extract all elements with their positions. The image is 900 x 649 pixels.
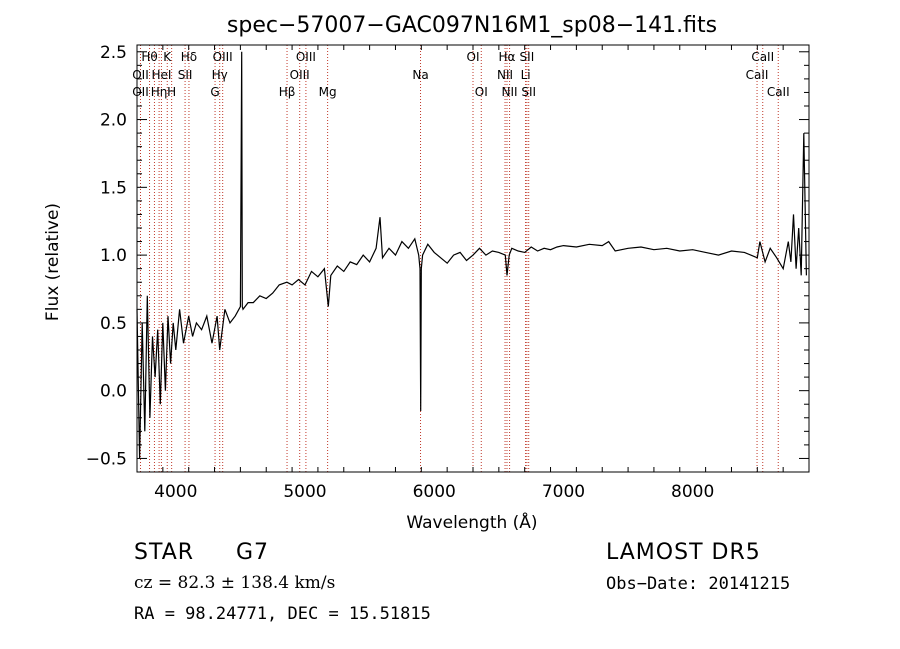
marker-label: Hγ <box>212 68 228 82</box>
marker-label: OI <box>467 50 480 64</box>
x-tick-label: 8000 <box>671 482 714 502</box>
marker-label: OI <box>475 85 488 99</box>
x-tick-label: 6000 <box>413 482 456 502</box>
marker-label: Hη <box>151 85 168 99</box>
marker-label: Mg <box>319 85 337 99</box>
marker-label: NII <box>502 85 518 99</box>
chart-title: spec−57007−GAC097N16M1_sp08−141.fits <box>227 13 717 38</box>
marker-label: CaII <box>751 50 774 64</box>
marker-label: Li <box>521 68 531 82</box>
y-tick-label: 2.0 <box>100 111 127 131</box>
marker-label: H <box>167 85 176 99</box>
marker-label: SII <box>520 50 535 64</box>
x-tick-label: 5000 <box>283 482 326 502</box>
y-tick-label: 2.5 <box>100 43 127 63</box>
survey-label: LAMOST DR5 <box>606 540 761 565</box>
marker-label: SII <box>521 85 536 99</box>
marker-label: OIII <box>290 68 310 82</box>
y-tick-label: 1.0 <box>100 246 127 266</box>
marker-label: G <box>210 85 219 99</box>
spectral-line-labels: HθOIIOIIHeIHηKHSIIHδGHγOIIIHβOIIIOIIIMgN… <box>132 50 789 99</box>
obs-date: Obs−Date: 20141215 <box>606 574 791 594</box>
marker-label: K <box>163 50 172 64</box>
marker-label: NII <box>497 68 513 82</box>
marker-label: Hδ <box>181 50 197 64</box>
y-axis: −0.5 0.0 0.5 1.0 1.5 2.0 2.5 <box>86 43 809 473</box>
spectral-line-markers <box>139 45 779 472</box>
x-tick-label: 7000 <box>542 482 585 502</box>
y-tick-label: 0.0 <box>100 382 127 402</box>
marker-label: SII <box>178 68 193 82</box>
marker-label: OII <box>132 68 149 82</box>
marker-label: Na <box>412 68 428 82</box>
marker-label: OIII <box>296 50 316 64</box>
y-tick-label: 0.5 <box>100 314 127 334</box>
marker-label: HeI <box>151 68 171 82</box>
velocity-text: cz = 82.3 ± 138.4 km/s <box>134 573 336 593</box>
y-tick-label: −0.5 <box>86 449 127 469</box>
marker-label: Hβ <box>279 85 296 99</box>
marker-label: Hθ <box>141 50 157 64</box>
marker-label: CaII <box>746 68 769 82</box>
marker-label: CaII <box>767 85 790 99</box>
object-subclass: G7 <box>236 540 270 565</box>
marker-label: Hα <box>499 50 516 64</box>
y-tick-label: 1.5 <box>100 178 127 198</box>
y-axis-label: Flux (relative) <box>43 203 63 321</box>
marker-label: OIII <box>213 50 233 64</box>
spectrum-line <box>136 51 807 459</box>
x-axis-label: Wavelength (Å) <box>406 511 537 533</box>
x-tick-label: 4000 <box>154 482 197 502</box>
object-class: STAR <box>134 540 195 565</box>
coordinates: RA = 98.24771, DEC = 15.51815 <box>134 604 431 624</box>
x-axis: 4000 5000 6000 7000 8000 <box>136 45 810 502</box>
